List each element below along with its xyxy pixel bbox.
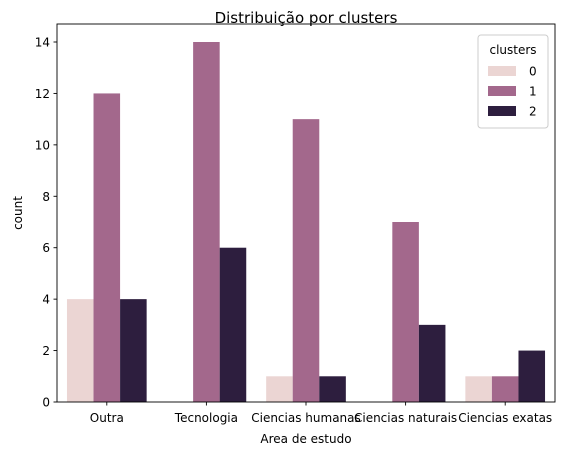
y-tick-label: 12: [35, 87, 50, 101]
plot-frame: [56, 23, 556, 403]
bar: [418, 324, 446, 402]
bar: [292, 119, 320, 402]
legend-label: 2: [529, 105, 537, 119]
bar: [93, 93, 121, 403]
y-tick-label: 14: [35, 36, 50, 50]
legend-label: 0: [529, 65, 537, 79]
y-tick-label: 2: [42, 344, 50, 358]
legend-swatch: [488, 106, 516, 116]
legend: clusters 0 1 2: [477, 34, 549, 129]
y-axis-label: count: [11, 196, 25, 230]
x-tick-label: Ciencias naturais: [354, 411, 457, 425]
x-tick-label: Outra: [90, 411, 124, 425]
y-axis: 0 2 4 6 8 10 12 14: [35, 36, 57, 410]
x-tick-label: Ciencias humanas: [251, 411, 361, 425]
legend-items: 0 1 2: [488, 65, 537, 119]
bar: [266, 376, 293, 402]
x-axis-label: Area de estudo: [260, 432, 351, 446]
legend-box: [477, 34, 549, 129]
bar: [193, 42, 220, 402]
bar: [319, 376, 346, 402]
legend-swatch: [488, 66, 516, 76]
bar: [392, 222, 419, 402]
y-tick-label: 0: [42, 396, 50, 410]
bar: [518, 350, 546, 402]
bar: [66, 299, 94, 402]
bars-group: [66, 42, 546, 403]
x-tick-label: Tecnologia: [174, 411, 238, 425]
legend-label: 1: [529, 85, 537, 99]
bar: [219, 247, 247, 402]
bar: [491, 376, 519, 402]
y-tick-label: 10: [35, 138, 50, 152]
y-tick-label: 6: [42, 241, 50, 255]
legend-title: clusters: [489, 43, 536, 57]
x-tick-label: Ciencias exatas: [458, 411, 552, 425]
x-axis: Outra Tecnologia Ciencias humanasCiencias …: [90, 402, 552, 425]
chart-title: Distribuição por clusters: [215, 9, 398, 27]
y-tick-label: 8: [42, 190, 50, 204]
legend-swatch: [488, 86, 516, 96]
bar: [120, 299, 147, 402]
y-tick-label: 4: [42, 293, 50, 307]
bar: [465, 376, 492, 402]
